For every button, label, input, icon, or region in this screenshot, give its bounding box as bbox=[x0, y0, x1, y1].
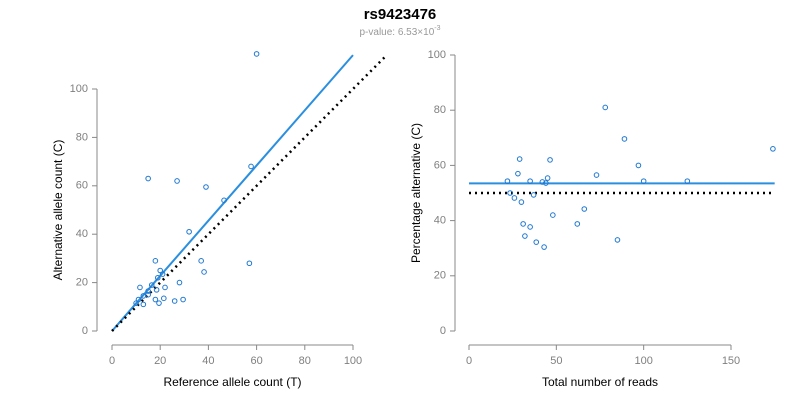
point bbox=[140, 301, 147, 308]
point bbox=[152, 296, 159, 303]
point bbox=[602, 104, 609, 111]
point bbox=[520, 221, 526, 227]
point bbox=[153, 287, 160, 293]
subtitle: p-value: 6.53×10-3 bbox=[359, 25, 440, 38]
point bbox=[527, 224, 533, 230]
y-tick-label: 80 bbox=[76, 131, 88, 143]
y-tick-label: 20 bbox=[76, 277, 88, 289]
reference-line bbox=[111, 54, 388, 332]
point bbox=[221, 197, 227, 204]
y-tick-label: 0 bbox=[82, 325, 88, 337]
point bbox=[518, 199, 525, 205]
x-tick-label: 150 bbox=[722, 355, 740, 367]
point bbox=[530, 192, 537, 198]
x-tick-label: 60 bbox=[250, 355, 262, 367]
point bbox=[201, 269, 207, 275]
point bbox=[145, 291, 151, 298]
point bbox=[203, 184, 209, 190]
point bbox=[507, 190, 513, 196]
point bbox=[516, 156, 523, 162]
point bbox=[621, 136, 628, 142]
point bbox=[159, 271, 166, 277]
y-tick-label: 100 bbox=[428, 49, 446, 61]
point bbox=[198, 258, 204, 264]
y-tick-label: 60 bbox=[434, 159, 446, 171]
point bbox=[640, 178, 647, 184]
title: rs9423476 bbox=[364, 6, 437, 23]
point bbox=[176, 279, 183, 286]
point bbox=[547, 157, 553, 163]
point bbox=[550, 212, 556, 218]
point bbox=[527, 178, 533, 184]
y-tick-label: 40 bbox=[434, 215, 446, 227]
point bbox=[253, 51, 260, 57]
point bbox=[543, 180, 549, 186]
point bbox=[248, 163, 254, 170]
x-tick-label: 100 bbox=[634, 355, 652, 367]
y-tick-label: 60 bbox=[76, 180, 88, 192]
x-tick-label: 100 bbox=[344, 355, 362, 367]
point bbox=[539, 179, 546, 185]
x-axis-label: Reference allele count (T) bbox=[163, 375, 301, 389]
y-axis-label: Alternative allele count (C) bbox=[51, 140, 65, 281]
point bbox=[171, 298, 178, 304]
point bbox=[137, 284, 143, 291]
subtitle-text: p-value: 6.53×10 bbox=[359, 27, 434, 38]
y-tick-label: 100 bbox=[70, 83, 88, 95]
y-tick-label: 20 bbox=[434, 270, 446, 282]
point bbox=[635, 162, 642, 169]
point bbox=[544, 175, 551, 181]
point bbox=[246, 260, 253, 267]
y-tick-label: 40 bbox=[76, 228, 88, 240]
x-axis-label: Total number of reads bbox=[542, 375, 658, 389]
point bbox=[541, 244, 547, 250]
point bbox=[148, 282, 155, 288]
point bbox=[614, 237, 621, 243]
point bbox=[511, 195, 518, 201]
x-tick-label: 50 bbox=[550, 355, 562, 367]
point bbox=[684, 178, 691, 184]
x-tick-label: 20 bbox=[154, 355, 166, 367]
point bbox=[154, 274, 161, 281]
point bbox=[533, 239, 540, 245]
point bbox=[515, 170, 521, 177]
point bbox=[593, 172, 600, 178]
x-tick-label: 0 bbox=[109, 355, 115, 367]
y-tick-label: 80 bbox=[434, 104, 446, 116]
point bbox=[156, 300, 162, 306]
point bbox=[574, 221, 581, 227]
y-axis-label: Percentage alternative (C) bbox=[409, 123, 423, 263]
point bbox=[161, 295, 167, 302]
fit-line bbox=[111, 54, 354, 332]
point bbox=[152, 258, 159, 264]
y-tick-label: 0 bbox=[440, 325, 446, 337]
x-tick-label: 40 bbox=[202, 355, 214, 367]
point bbox=[186, 228, 192, 235]
point bbox=[522, 233, 528, 239]
subtitle-exponent: -3 bbox=[434, 25, 440, 32]
point bbox=[133, 300, 139, 306]
point bbox=[162, 284, 168, 291]
point bbox=[174, 178, 180, 184]
point bbox=[770, 146, 776, 152]
point bbox=[504, 178, 511, 184]
point bbox=[145, 288, 151, 294]
x-tick-label: 80 bbox=[299, 355, 311, 367]
point bbox=[581, 206, 588, 212]
x-tick-label: 0 bbox=[466, 355, 472, 367]
point bbox=[180, 296, 186, 303]
point bbox=[145, 175, 151, 182]
